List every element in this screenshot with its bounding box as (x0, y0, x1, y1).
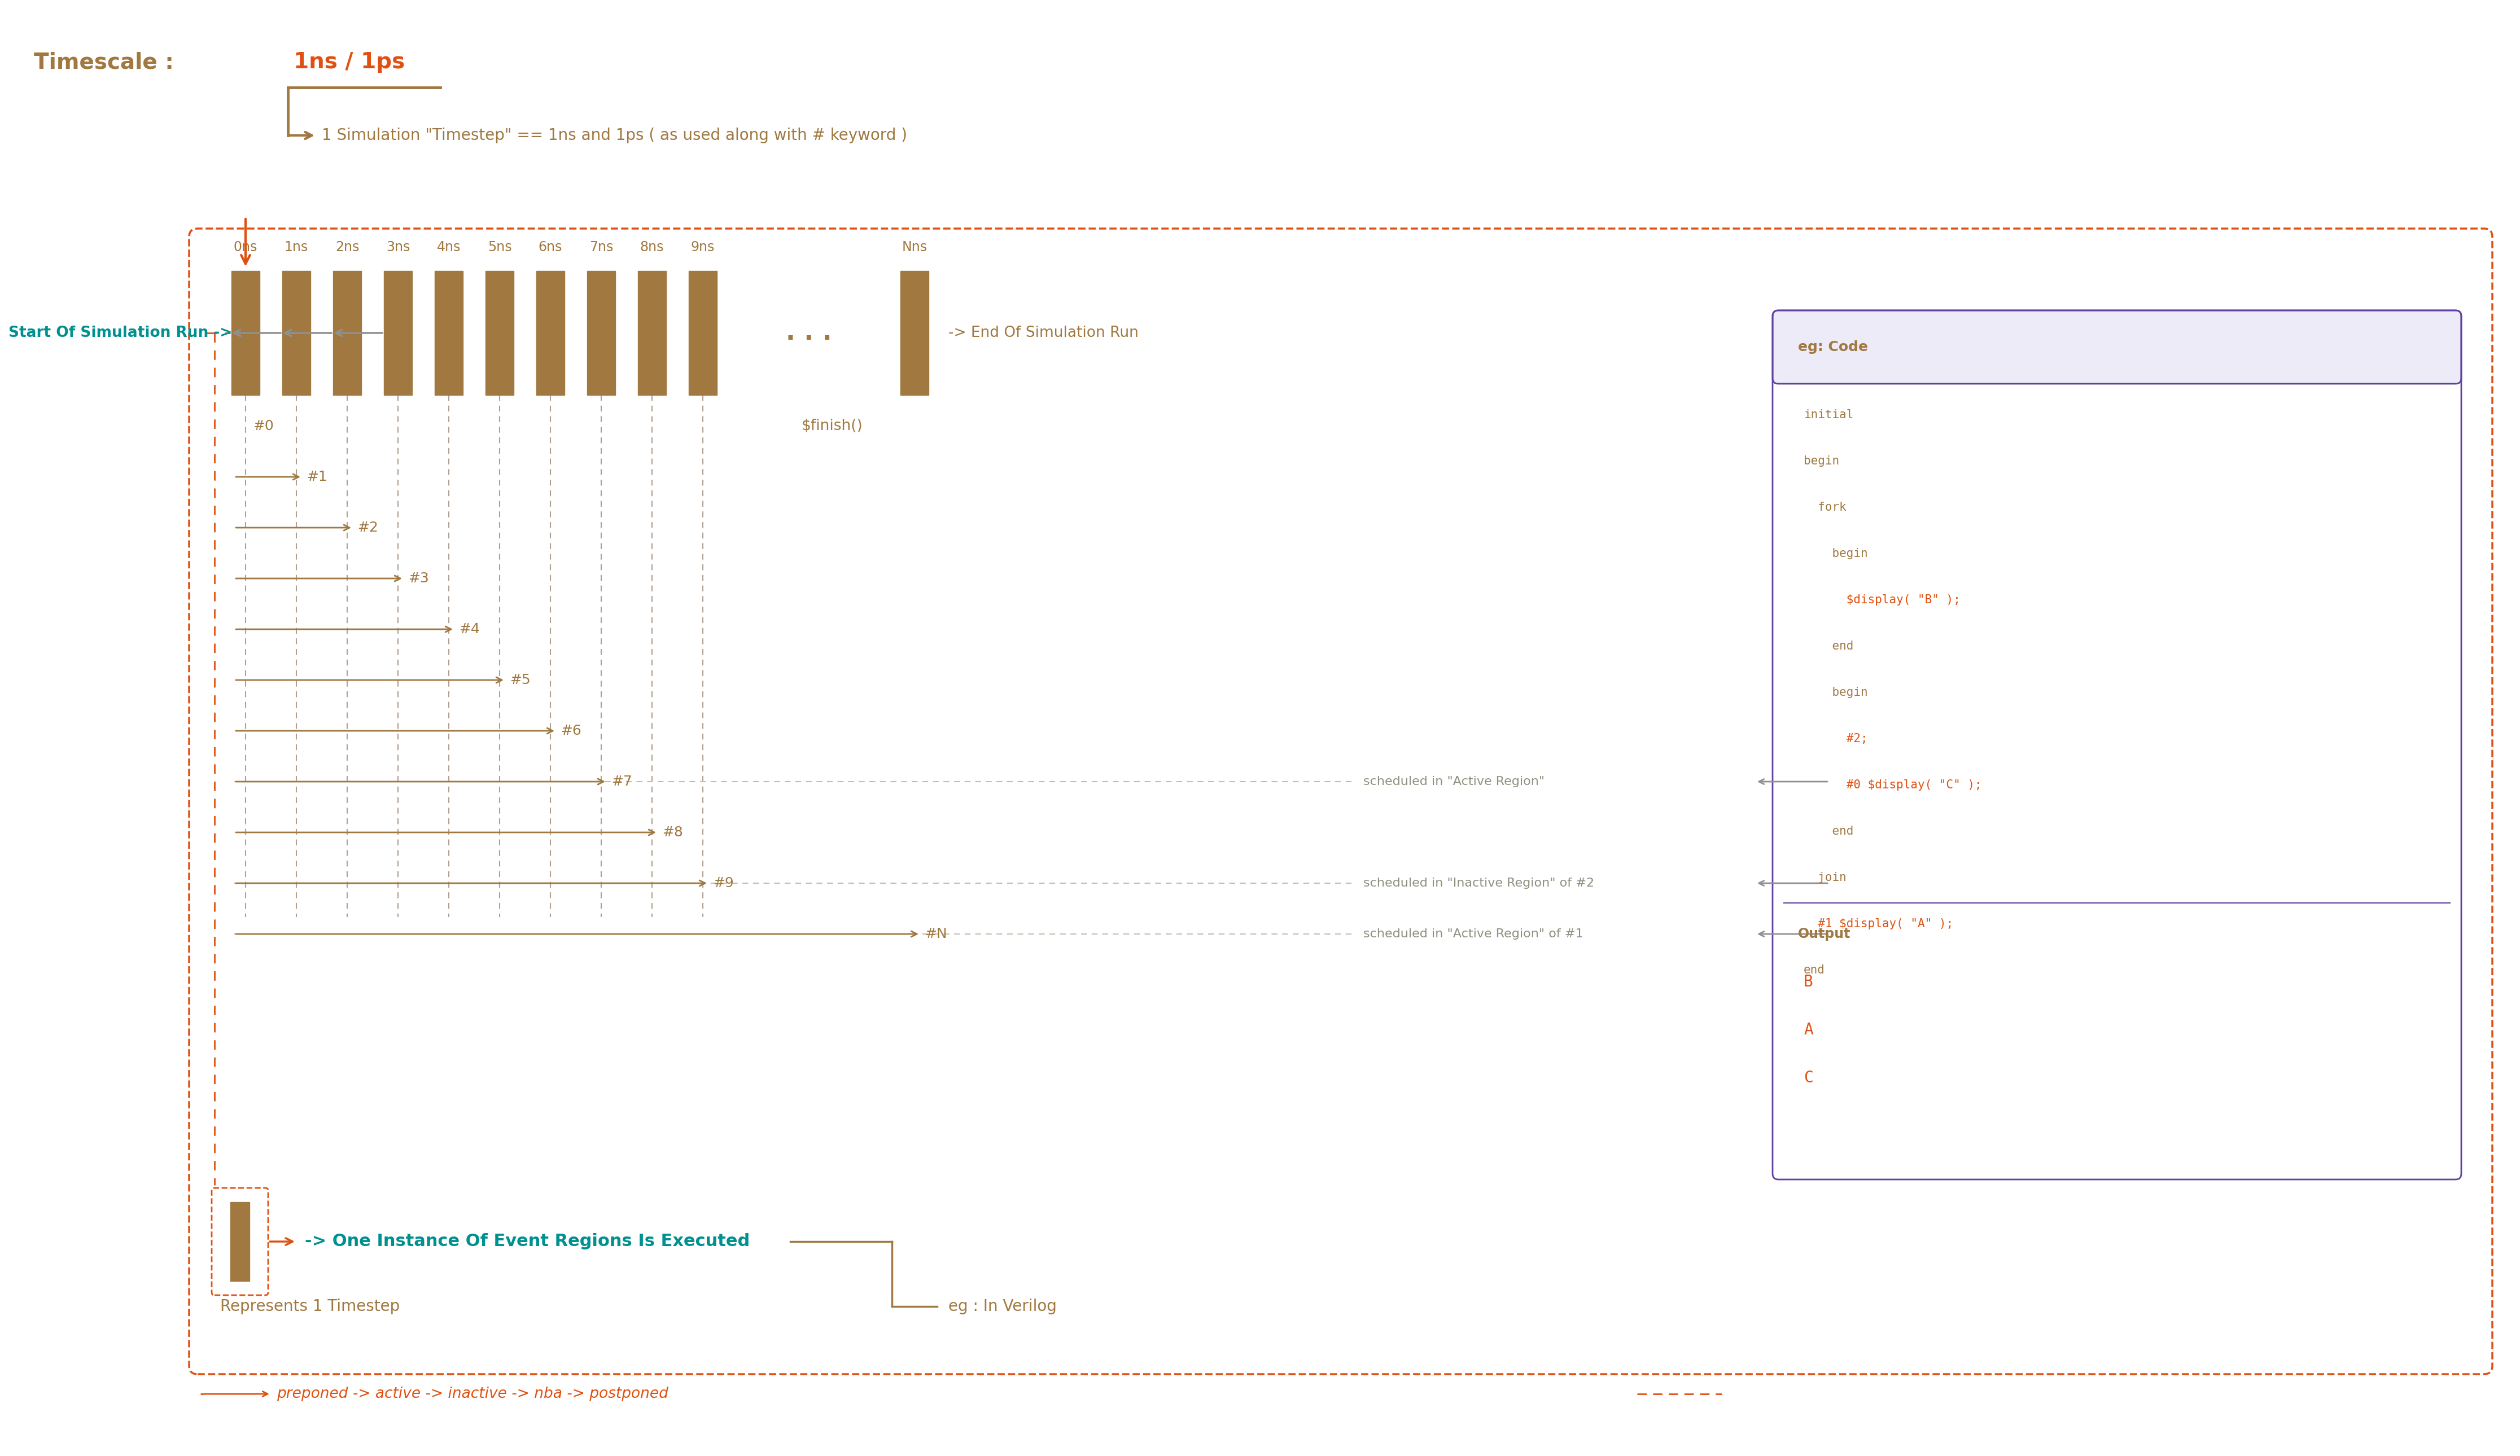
Text: initial: initial (1804, 409, 1855, 421)
Text: 7ns: 7ns (590, 240, 612, 253)
Text: begin: begin (1804, 547, 1867, 559)
Text: . . .: . . . (786, 320, 832, 345)
Bar (383, 271, 413, 395)
Text: B: B (1804, 974, 1812, 990)
Text: fork: fork (1804, 502, 1847, 513)
Text: Output: Output (1797, 927, 1850, 941)
Bar (232, 271, 260, 395)
Text: #1 $display( "A" );: #1 $display( "A" ); (1804, 919, 1953, 929)
Text: Timescale :: Timescale : (33, 51, 181, 73)
Bar (638, 271, 665, 395)
Text: #5: #5 (509, 673, 529, 687)
Text: #1: #1 (307, 470, 328, 483)
Text: end: end (1804, 964, 1824, 976)
Text: 2ns: 2ns (335, 240, 360, 253)
Text: #N: #N (925, 927, 948, 941)
Text: scheduled in "Active Region" of #1: scheduled in "Active Region" of #1 (1363, 929, 1583, 939)
Bar (537, 271, 564, 395)
Text: end: end (1804, 641, 1855, 652)
Text: #2;: #2; (1804, 732, 1867, 744)
Text: #7: #7 (612, 775, 633, 788)
Text: #6: #6 (559, 724, 582, 738)
Text: scheduled in "Inactive Region" of #2: scheduled in "Inactive Region" of #2 (1363, 878, 1595, 888)
Bar (333, 271, 360, 395)
Text: #9: #9 (713, 877, 733, 890)
Text: scheduled in "Active Region": scheduled in "Active Region" (1363, 776, 1545, 788)
Text: Represents 1 Timestep: Represents 1 Timestep (219, 1299, 401, 1315)
Bar (587, 271, 615, 395)
Text: #0 $display( "C" );: #0 $display( "C" ); (1804, 779, 1981, 791)
Text: 5ns: 5ns (486, 240, 512, 253)
Bar (229, 1203, 249, 1281)
Bar (282, 271, 310, 395)
Bar (433, 271, 464, 395)
Text: 9ns: 9ns (690, 240, 716, 253)
Text: C: C (1804, 1070, 1812, 1086)
Text: -> One Instance Of Event Regions Is Executed: -> One Instance Of Event Regions Is Exec… (305, 1233, 751, 1249)
Text: #0: #0 (252, 419, 275, 432)
Text: 4ns: 4ns (436, 240, 461, 253)
Text: 8ns: 8ns (640, 240, 663, 253)
Bar (486, 271, 514, 395)
Text: 1ns / 1ps: 1ns / 1ps (292, 51, 406, 73)
Text: join: join (1804, 872, 1847, 884)
Text: 1ns: 1ns (285, 240, 307, 253)
Text: Nns: Nns (902, 240, 927, 253)
Text: #8: #8 (663, 826, 683, 839)
Text: $display( "B" );: $display( "B" ); (1804, 594, 1961, 606)
Text: $finish(): $finish() (801, 419, 862, 434)
Text: -> End Of Simulation Run: -> End Of Simulation Run (948, 326, 1139, 341)
Text: A: A (1804, 1022, 1812, 1038)
Text: 1 Simulation "Timestep" == 1ns and 1ps ( as used along with # keyword ): 1 Simulation "Timestep" == 1ns and 1ps (… (323, 128, 907, 143)
Bar (900, 271, 930, 395)
Text: begin: begin (1804, 456, 1840, 467)
FancyBboxPatch shape (1772, 310, 2462, 384)
Text: 0ns: 0ns (234, 240, 257, 253)
Text: Start Of Simulation Run ->: Start Of Simulation Run -> (8, 326, 232, 341)
Text: 6ns: 6ns (539, 240, 562, 253)
Text: #2: #2 (358, 521, 378, 534)
Bar (688, 271, 716, 395)
Text: end: end (1804, 826, 1855, 837)
Text: eg: Code: eg: Code (1797, 341, 1867, 354)
Text: begin: begin (1804, 687, 1867, 697)
Text: eg : In Verilog: eg : In Verilog (948, 1299, 1056, 1315)
Text: 3ns: 3ns (386, 240, 411, 253)
Text: #4: #4 (459, 623, 479, 636)
Text: #3: #3 (408, 572, 428, 585)
Text: preponed -> active -> inactive -> nba -> postponed: preponed -> active -> inactive -> nba ->… (277, 1386, 668, 1401)
